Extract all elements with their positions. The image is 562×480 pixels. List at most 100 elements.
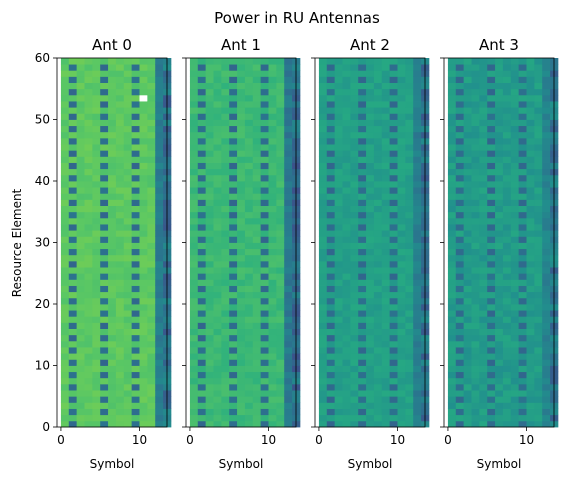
heatmap-cell bbox=[389, 58, 398, 65]
heatmap-cell bbox=[389, 334, 398, 342]
heatmap-cell bbox=[60, 230, 70, 237]
heatmap-cell bbox=[413, 310, 422, 317]
heatmap-cell bbox=[139, 211, 148, 219]
heatmap-cell bbox=[397, 420, 406, 428]
heatmap-cell bbox=[205, 396, 214, 403]
heatmap-cell bbox=[68, 383, 78, 391]
heatmap-cell bbox=[76, 168, 85, 176]
heatmap-cell bbox=[284, 187, 293, 194]
heatmap-cell bbox=[276, 248, 285, 256]
heatmap-cell bbox=[60, 181, 70, 188]
heatmap-cell bbox=[244, 144, 254, 151]
heatmap-cell bbox=[381, 199, 391, 206]
heatmap-cell bbox=[542, 162, 551, 170]
heatmap-cell bbox=[487, 420, 496, 428]
heatmap-cell bbox=[405, 70, 414, 77]
heatmap-cell bbox=[397, 328, 406, 336]
heatmap-cell bbox=[342, 230, 351, 237]
heatmap-cell bbox=[502, 390, 512, 397]
heatmap-cell bbox=[284, 420, 293, 428]
heatmap-cell bbox=[502, 248, 512, 256]
heatmap-cell bbox=[221, 76, 230, 83]
heatmap-cell bbox=[84, 291, 93, 299]
heatmap-cell bbox=[397, 181, 406, 188]
heatmap-cell bbox=[510, 70, 520, 77]
heatmap-cell bbox=[487, 279, 496, 286]
heatmap-cell bbox=[334, 58, 343, 65]
heatmap-cell bbox=[471, 156, 480, 163]
heatmap-cell bbox=[502, 420, 512, 428]
heatmap-cell bbox=[502, 199, 512, 206]
heatmap-cell bbox=[276, 365, 285, 373]
heatmap-cell bbox=[205, 334, 214, 342]
heatmap-cell bbox=[100, 70, 109, 77]
heatmap-cell bbox=[534, 359, 543, 366]
heatmap-cell bbox=[358, 187, 367, 194]
heatmap-cell bbox=[139, 248, 148, 256]
heatmap-cell bbox=[447, 174, 457, 182]
heatmap-cell bbox=[213, 199, 222, 206]
heatmap-cell bbox=[366, 402, 375, 409]
heatmap-cell bbox=[510, 113, 520, 120]
heatmap-cell bbox=[381, 383, 391, 391]
heatmap-cell bbox=[463, 297, 472, 305]
heatmap-cell bbox=[260, 242, 269, 250]
heatmap-cell bbox=[366, 107, 375, 114]
heatmap-cell bbox=[334, 88, 343, 96]
heatmap-cell bbox=[334, 377, 343, 385]
heatmap-cell bbox=[100, 285, 109, 293]
heatmap-cell bbox=[92, 174, 101, 182]
heatmap-cell bbox=[115, 390, 125, 397]
heatmap-cell bbox=[502, 211, 512, 219]
heatmap-cell bbox=[397, 131, 406, 139]
heatmap-cell bbox=[542, 119, 551, 127]
heatmap-cell bbox=[76, 181, 85, 188]
y-tick-label: 40 bbox=[35, 174, 50, 188]
heatmap-cell bbox=[389, 291, 398, 299]
heatmap-cell bbox=[221, 205, 230, 213]
heatmap-cell bbox=[518, 310, 527, 317]
heatmap-cell bbox=[389, 101, 398, 108]
heatmap-cell bbox=[318, 328, 328, 336]
heatmap-cell bbox=[92, 383, 101, 391]
heatmap-cell bbox=[342, 107, 351, 114]
heatmap-cell bbox=[373, 70, 383, 77]
heatmap-cell bbox=[510, 396, 520, 403]
heatmap-cell bbox=[479, 248, 488, 256]
heatmap-cell bbox=[455, 224, 465, 231]
heatmap-cell bbox=[447, 119, 457, 127]
heatmap-cell bbox=[76, 377, 85, 385]
heatmap-cell bbox=[334, 236, 343, 243]
heatmap-cell bbox=[373, 377, 383, 385]
heatmap-cell bbox=[510, 131, 520, 139]
heatmap-cell bbox=[252, 217, 262, 225]
heatmap-cell bbox=[334, 248, 343, 256]
heatmap-cell bbox=[389, 402, 398, 409]
heatmap-cell bbox=[205, 340, 214, 348]
heatmap-cell bbox=[147, 101, 156, 108]
heatmap-cell bbox=[318, 390, 328, 397]
heatmap-cell bbox=[229, 377, 238, 385]
heatmap-cell bbox=[326, 76, 336, 83]
heatmap-cell bbox=[68, 131, 78, 139]
heatmap-cell bbox=[84, 414, 93, 422]
heatmap-cell bbox=[237, 107, 246, 114]
heatmap-cell bbox=[92, 390, 101, 397]
heatmap-cell bbox=[68, 187, 78, 194]
heatmap-cell bbox=[284, 162, 293, 170]
heatmap-cell bbox=[189, 236, 199, 243]
heatmap-cell bbox=[366, 390, 375, 397]
heatmap-cell bbox=[479, 131, 488, 139]
heatmap-cell bbox=[221, 267, 230, 274]
heatmap-cell bbox=[221, 107, 230, 114]
heatmap-cell bbox=[397, 242, 406, 250]
heatmap-cell bbox=[92, 297, 101, 305]
heatmap-cell bbox=[487, 101, 496, 108]
heatmap-cell bbox=[381, 334, 391, 342]
heatmap-cell bbox=[405, 297, 414, 305]
heatmap-cell bbox=[373, 125, 383, 133]
heatmap-cell bbox=[276, 119, 285, 127]
heatmap-cell bbox=[197, 107, 207, 114]
heatmap-cell bbox=[471, 260, 480, 268]
